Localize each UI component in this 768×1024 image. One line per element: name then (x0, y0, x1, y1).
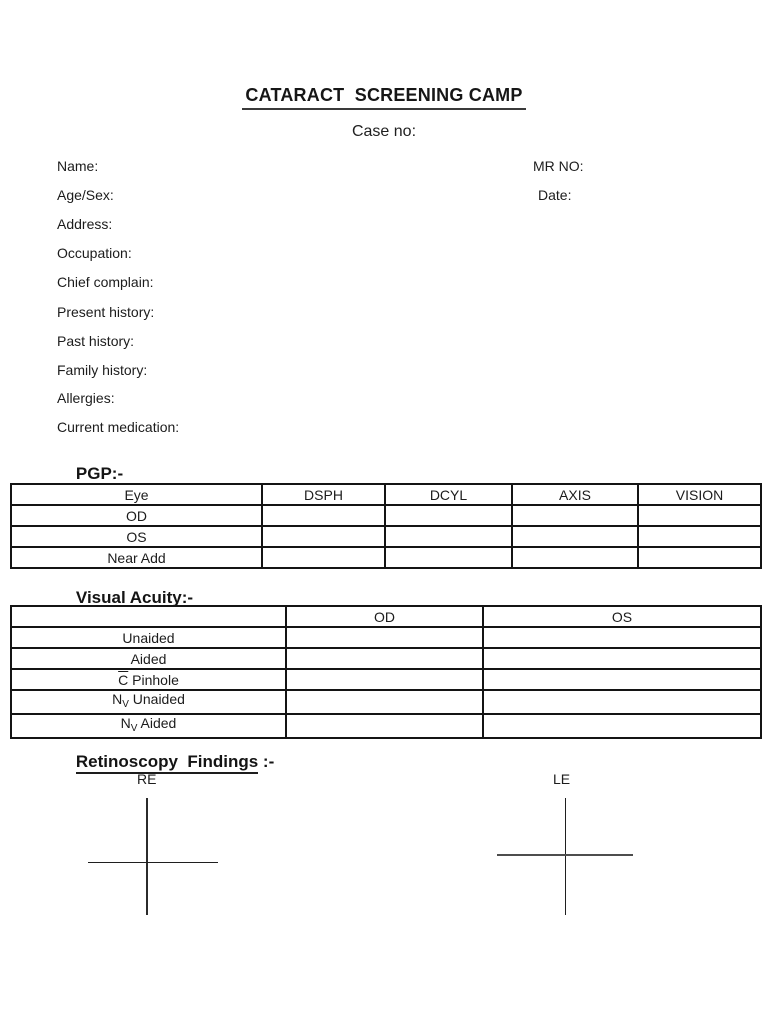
field-label-current-medication: Current medication: (57, 419, 180, 435)
va-cell-pinhole-od (285, 668, 484, 691)
pinhole-label-text: Pinhole (128, 671, 179, 688)
pgp-cell-nearadd-vision (637, 546, 762, 569)
va-row-label-nv-unaided: NV Unaided (10, 689, 287, 715)
pgp-cell-od-dsph (261, 504, 386, 527)
retinoscopy-heading-suffix: :- (258, 752, 275, 771)
pgp-row-label-os: OS (10, 525, 263, 548)
pgp-cell-od-axis (511, 504, 639, 527)
va-row-label-pinhole: C Pinhole (10, 668, 287, 691)
pgp-header-dsph: DSPH (261, 483, 386, 506)
pgp-row-label-near-add: Near Add (10, 546, 263, 569)
pgp-cell-nearadd-dsph (261, 546, 386, 569)
field-label-past-history: Past history: (57, 333, 135, 349)
va-cell-pinhole-os (482, 668, 762, 691)
pgp-header-eye: Eye (10, 483, 263, 506)
nv-base-glyph: N (112, 691, 123, 707)
nv-sub-glyph: V (122, 699, 129, 710)
va-row-nv-unaided: NV Unaided (10, 689, 762, 715)
re-cross-vertical-line (146, 798, 148, 915)
nv-aided-label-text: Aided (137, 715, 177, 731)
field-label-mr-no: MR NO: (533, 158, 584, 174)
field-label-chief-complain: Chief complain: (57, 274, 154, 290)
pgp-cell-nearadd-axis (511, 546, 639, 569)
field-label-date: Date: (538, 187, 572, 203)
case-no-label: Case no: (351, 123, 417, 140)
pgp-row-os: OS (10, 525, 762, 548)
page-title: CATARACT SCREENING CAMP (242, 85, 526, 110)
field-label-address: Address: (57, 216, 113, 232)
va-header-blank (10, 605, 287, 628)
pgp-cell-os-dcyl (384, 525, 513, 548)
va-row-label-aided: Aided (10, 647, 287, 670)
le-cross-vertical-line (565, 798, 566, 915)
pgp-cell-os-vision (637, 525, 762, 548)
va-cell-nv-aided-od (285, 713, 484, 739)
visual-acuity-table: OD OS Unaided Aided C Pinhole NV Unaided… (10, 605, 762, 739)
pgp-row-od: OD (10, 504, 762, 527)
pgp-cell-od-vision (637, 504, 762, 527)
va-header-row: OD OS (10, 605, 762, 628)
field-label-occupation: Occupation: (57, 245, 132, 261)
re-cross-horizontal-line (88, 862, 218, 863)
le-cross-horizontal-line (497, 854, 633, 856)
va-row-nv-aided: NV Aided (10, 713, 762, 739)
pgp-header-row: Eye DSPH DCYL AXIS VISION (10, 483, 762, 506)
pgp-row-label-od: OD (10, 504, 263, 527)
va-cell-aided-os (482, 647, 762, 670)
left-eye-label: LE (553, 771, 571, 787)
nv-base-glyph: N (120, 715, 131, 731)
pgp-row-near-add: Near Add (10, 546, 762, 569)
field-label-allergies: Allergies: (57, 390, 115, 406)
va-cell-nv-unaided-os (482, 689, 762, 715)
pgp-header-dcyl: DCYL (384, 483, 513, 506)
retinoscopy-heading-text: Retinoscopy Findings (75, 753, 259, 774)
va-cell-nv-aided-os (482, 713, 762, 739)
field-label-present-history: Present history: (57, 304, 155, 320)
pgp-cell-nearadd-dcyl (384, 546, 513, 569)
pgp-cell-os-dsph (261, 525, 386, 548)
pgp-header-vision: VISION (637, 483, 762, 506)
c-bar-glyph: C (118, 671, 129, 688)
va-row-aided: Aided (10, 647, 762, 670)
va-row-label-unaided: Unaided (10, 626, 287, 649)
va-header-os: OS (482, 605, 762, 628)
pgp-header-axis: AXIS (511, 483, 639, 506)
va-cell-aided-od (285, 647, 484, 670)
nv-unaided-label-text: Unaided (128, 691, 185, 707)
pgp-cell-od-dcyl (384, 504, 513, 527)
va-row-unaided: Unaided (10, 626, 762, 649)
va-row-label-nv-aided: NV Aided (10, 713, 287, 739)
pgp-cell-os-axis (511, 525, 639, 548)
right-eye-label: RE (137, 771, 157, 787)
field-label-family-history: Family history: (57, 362, 148, 378)
va-cell-unaided-os (482, 626, 762, 649)
pgp-table: Eye DSPH DCYL AXIS VISION OD OS Near Add (10, 483, 762, 569)
field-label-name: Name: (57, 158, 99, 174)
nv-sub-glyph: V (130, 723, 138, 734)
va-header-od: OD (285, 605, 484, 628)
retinoscopy-heading: Retinoscopy Findings :- (57, 735, 274, 792)
field-label-age-sex: Age/Sex: (57, 187, 114, 203)
title-row: CATARACT SCREENING CAMP (0, 85, 768, 110)
va-cell-nv-unaided-od (285, 689, 484, 715)
va-cell-unaided-od (285, 626, 484, 649)
va-row-pinhole: C Pinhole (10, 668, 762, 691)
